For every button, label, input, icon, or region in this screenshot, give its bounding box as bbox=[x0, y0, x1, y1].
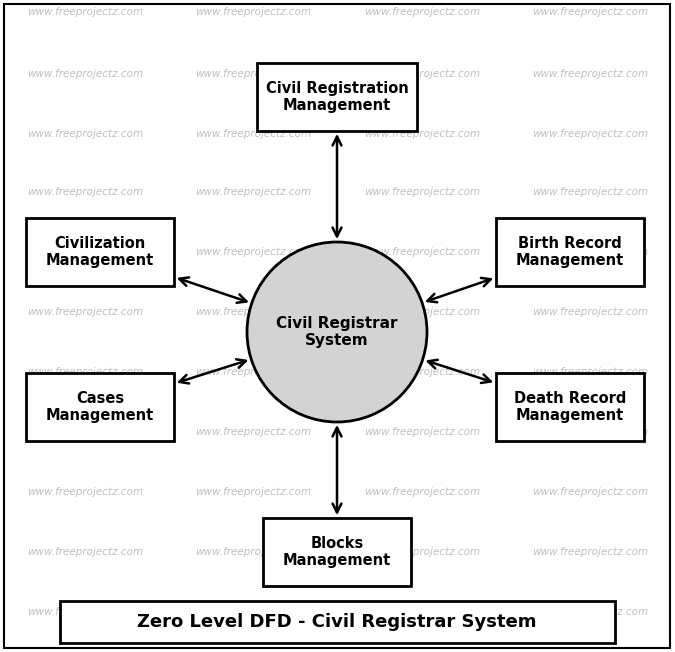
Bar bbox=[26, 218, 174, 286]
Text: www.freeprojectz.com: www.freeprojectz.com bbox=[27, 367, 143, 377]
Bar bbox=[257, 63, 417, 131]
Bar bbox=[263, 518, 411, 586]
Text: www.freeprojectz.com: www.freeprojectz.com bbox=[532, 69, 648, 79]
Text: www.freeprojectz.com: www.freeprojectz.com bbox=[27, 129, 143, 139]
Text: www.freeprojectz.com: www.freeprojectz.com bbox=[27, 7, 143, 17]
Text: www.freeprojectz.com: www.freeprojectz.com bbox=[195, 307, 311, 317]
Text: www.freeprojectz.com: www.freeprojectz.com bbox=[195, 69, 311, 79]
Text: www.freeprojectz.com: www.freeprojectz.com bbox=[195, 187, 311, 197]
Bar bbox=[59, 601, 614, 643]
Text: Civilization
Management: Civilization Management bbox=[46, 236, 154, 268]
Text: www.freeprojectz.com: www.freeprojectz.com bbox=[532, 307, 648, 317]
Bar bbox=[496, 373, 644, 441]
Text: www.freeprojectz.com: www.freeprojectz.com bbox=[195, 427, 311, 437]
Text: www.freeprojectz.com: www.freeprojectz.com bbox=[364, 247, 480, 257]
Text: www.freeprojectz.com: www.freeprojectz.com bbox=[364, 307, 480, 317]
Text: www.freeprojectz.com: www.freeprojectz.com bbox=[364, 607, 480, 617]
Text: www.freeprojectz.com: www.freeprojectz.com bbox=[532, 367, 648, 377]
Text: www.freeprojectz.com: www.freeprojectz.com bbox=[364, 69, 480, 79]
Text: www.freeprojectz.com: www.freeprojectz.com bbox=[27, 427, 143, 437]
Text: www.freeprojectz.com: www.freeprojectz.com bbox=[532, 247, 648, 257]
Text: www.freeprojectz.com: www.freeprojectz.com bbox=[532, 7, 648, 17]
Bar bbox=[496, 218, 644, 286]
Text: www.freeprojectz.com: www.freeprojectz.com bbox=[364, 547, 480, 557]
Text: www.freeprojectz.com: www.freeprojectz.com bbox=[364, 187, 480, 197]
Text: www.freeprojectz.com: www.freeprojectz.com bbox=[532, 129, 648, 139]
Text: www.freeprojectz.com: www.freeprojectz.com bbox=[532, 187, 648, 197]
Text: www.freeprojectz.com: www.freeprojectz.com bbox=[532, 607, 648, 617]
Text: Cases
Management: Cases Management bbox=[46, 391, 154, 423]
Text: www.freeprojectz.com: www.freeprojectz.com bbox=[195, 487, 311, 497]
Text: Civil Registration
Management: Civil Registration Management bbox=[266, 81, 408, 113]
Text: Birth Record
Management: Birth Record Management bbox=[516, 236, 624, 268]
Text: www.freeprojectz.com: www.freeprojectz.com bbox=[195, 367, 311, 377]
Text: Zero Level DFD - Civil Registrar System: Zero Level DFD - Civil Registrar System bbox=[137, 613, 537, 631]
Circle shape bbox=[247, 242, 427, 422]
Text: www.freeprojectz.com: www.freeprojectz.com bbox=[27, 607, 143, 617]
Text: www.freeprojectz.com: www.freeprojectz.com bbox=[532, 547, 648, 557]
Text: www.freeprojectz.com: www.freeprojectz.com bbox=[532, 427, 648, 437]
Text: www.freeprojectz.com: www.freeprojectz.com bbox=[364, 427, 480, 437]
Text: Death Record
Management: Death Record Management bbox=[514, 391, 626, 423]
Text: www.freeprojectz.com: www.freeprojectz.com bbox=[195, 607, 311, 617]
Text: www.freeprojectz.com: www.freeprojectz.com bbox=[532, 487, 648, 497]
Text: Blocks
Management: Blocks Management bbox=[283, 536, 391, 568]
Text: www.freeprojectz.com: www.freeprojectz.com bbox=[195, 547, 311, 557]
Bar bbox=[26, 373, 174, 441]
Text: www.freeprojectz.com: www.freeprojectz.com bbox=[195, 7, 311, 17]
Text: www.freeprojectz.com: www.freeprojectz.com bbox=[195, 247, 311, 257]
Text: Civil Registrar
System: Civil Registrar System bbox=[276, 316, 398, 348]
Text: www.freeprojectz.com: www.freeprojectz.com bbox=[27, 307, 143, 317]
Text: www.freeprojectz.com: www.freeprojectz.com bbox=[195, 129, 311, 139]
Text: www.freeprojectz.com: www.freeprojectz.com bbox=[27, 69, 143, 79]
Text: www.freeprojectz.com: www.freeprojectz.com bbox=[364, 487, 480, 497]
Text: www.freeprojectz.com: www.freeprojectz.com bbox=[27, 547, 143, 557]
Text: www.freeprojectz.com: www.freeprojectz.com bbox=[364, 7, 480, 17]
Text: www.freeprojectz.com: www.freeprojectz.com bbox=[27, 247, 143, 257]
Text: www.freeprojectz.com: www.freeprojectz.com bbox=[27, 487, 143, 497]
Text: www.freeprojectz.com: www.freeprojectz.com bbox=[27, 187, 143, 197]
Text: www.freeprojectz.com: www.freeprojectz.com bbox=[364, 367, 480, 377]
Text: www.freeprojectz.com: www.freeprojectz.com bbox=[364, 129, 480, 139]
